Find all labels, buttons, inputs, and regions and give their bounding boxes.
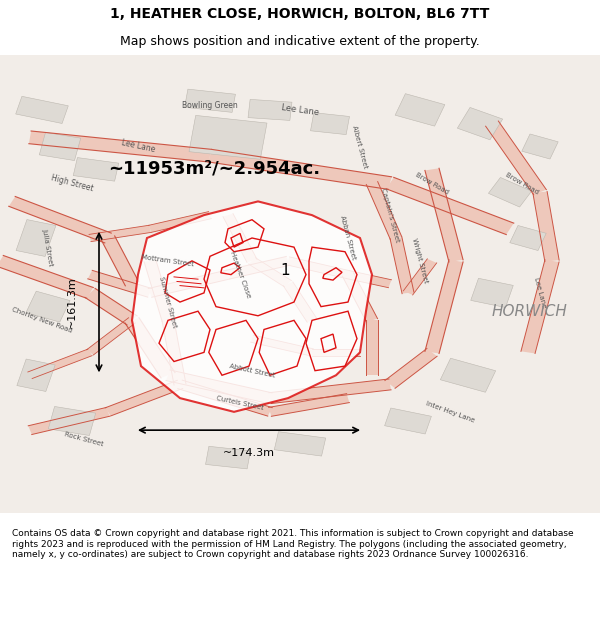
Bar [510,226,546,251]
Polygon shape [89,225,151,242]
Polygon shape [367,182,401,239]
Text: Map shows position and indicative extent of the property.: Map shows position and indicative extent… [120,35,480,48]
Polygon shape [226,256,290,279]
Bar [185,89,235,112]
Polygon shape [0,256,93,298]
Text: 1, HEATHER CLOSE, HORWICH, BOLTON, BL6 7TT: 1, HEATHER CLOSE, HORWICH, BOLTON, BL6 7… [110,7,490,21]
Text: Lee Lane: Lee Lane [121,139,155,154]
Polygon shape [269,379,391,404]
Text: Heather Close: Heather Close [229,251,251,299]
Text: Inter Hey Lane: Inter Hey Lane [425,400,475,424]
Text: Captain's Street: Captain's Street [380,188,400,243]
Text: Lee Lane: Lee Lane [281,102,319,117]
Text: Albert Street: Albert Street [352,124,368,169]
Polygon shape [125,318,175,378]
Polygon shape [521,260,559,354]
Polygon shape [485,121,547,195]
Text: Wright Street: Wright Street [411,238,429,284]
Text: Summer Street: Summer Street [158,276,178,328]
Polygon shape [425,260,463,354]
Text: Brow Road: Brow Road [415,171,449,195]
Polygon shape [347,271,391,288]
Polygon shape [86,318,136,355]
Bar [248,99,292,121]
Text: Bowling Green: Bowling Green [182,101,238,110]
Polygon shape [208,149,392,189]
Text: Rock Street: Rock Street [64,431,104,447]
Polygon shape [386,177,514,234]
Polygon shape [312,349,360,356]
Bar [17,359,55,391]
Polygon shape [101,236,139,286]
Polygon shape [283,282,317,322]
Polygon shape [223,214,257,262]
Polygon shape [148,270,230,298]
Bar [39,132,81,161]
Polygon shape [425,168,463,262]
Bar [26,291,70,322]
Text: ~174.3m: ~174.3m [223,448,275,458]
Bar [189,116,267,159]
Bar [206,446,250,469]
Polygon shape [28,349,92,379]
Polygon shape [106,380,182,416]
Bar [16,96,68,124]
Bar [395,94,445,126]
Polygon shape [132,201,372,412]
Polygon shape [178,380,272,416]
Text: Abban Street: Abban Street [339,215,357,261]
Bar [457,107,503,140]
Polygon shape [533,191,559,262]
Text: Julia Street: Julia Street [42,228,54,266]
Polygon shape [343,273,377,322]
Text: Curteis Street: Curteis Street [216,395,264,411]
Polygon shape [144,260,174,321]
Bar [49,406,95,436]
Text: High Street: High Street [50,173,94,193]
Bar [16,219,56,256]
Polygon shape [248,258,292,287]
Bar [488,177,532,207]
Text: Lee Lane: Lee Lane [533,277,547,309]
Polygon shape [85,288,137,325]
Bar [440,358,496,392]
Text: 1: 1 [281,262,290,278]
Bar [311,112,349,134]
Polygon shape [149,212,211,232]
Polygon shape [269,394,349,416]
Polygon shape [251,335,313,356]
Polygon shape [29,131,211,162]
Bar [274,432,326,456]
Text: Brow Road: Brow Road [505,171,539,195]
Text: Abbott Street: Abbott Street [229,363,275,379]
Text: Contains OS data © Crown copyright and database right 2021. This information is : Contains OS data © Crown copyright and d… [12,529,574,559]
Polygon shape [162,320,186,385]
Bar [522,134,558,159]
Polygon shape [366,321,378,375]
Bar [73,158,119,181]
Polygon shape [385,349,437,388]
Bar [471,278,513,308]
Polygon shape [286,257,350,279]
Text: ~161.3m: ~161.3m [67,276,77,328]
Text: ~11953m²/~2.954ac.: ~11953m²/~2.954ac. [108,160,320,178]
Polygon shape [9,196,111,243]
Text: Chorley New Road: Chorley New Road [11,307,73,334]
Polygon shape [403,259,437,295]
Polygon shape [390,238,414,294]
Text: Mottram Street: Mottram Street [142,254,194,268]
Polygon shape [166,370,272,403]
Text: HORWICH: HORWICH [492,304,568,319]
Polygon shape [28,408,110,434]
Bar [385,408,431,434]
Polygon shape [88,271,152,297]
